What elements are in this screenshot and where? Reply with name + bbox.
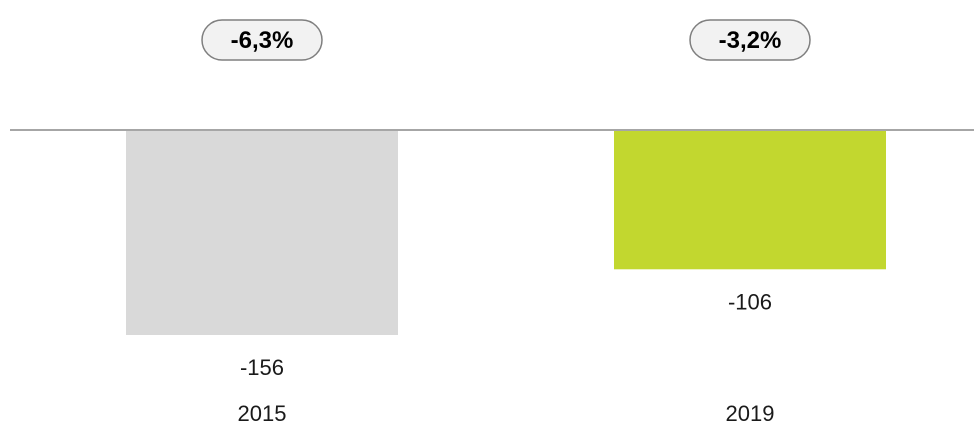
change-label-2015: -6,3%: [231, 27, 294, 54]
change-label-2019: -3,2%: [719, 27, 782, 54]
value-labels: -156 -106: [240, 289, 772, 380]
category-label-2019: 2019: [726, 401, 775, 426]
change-badge-pill: [689, 19, 811, 61]
change-badge-2015: -6,3%: [201, 19, 323, 61]
value-label-2015: -156: [240, 355, 284, 380]
change-badges: -6,3% -3,2%: [201, 19, 811, 61]
change-badge-pill: [201, 19, 323, 61]
bar-2019: [614, 130, 886, 270]
bar-2015: [126, 130, 398, 335]
category-label-2015: 2015: [238, 401, 287, 426]
bars: [126, 130, 886, 335]
change-badge-2019: -3,2%: [689, 19, 811, 61]
value-label-2019: -106: [728, 289, 772, 314]
category-labels: 2015 2019: [238, 401, 775, 426]
